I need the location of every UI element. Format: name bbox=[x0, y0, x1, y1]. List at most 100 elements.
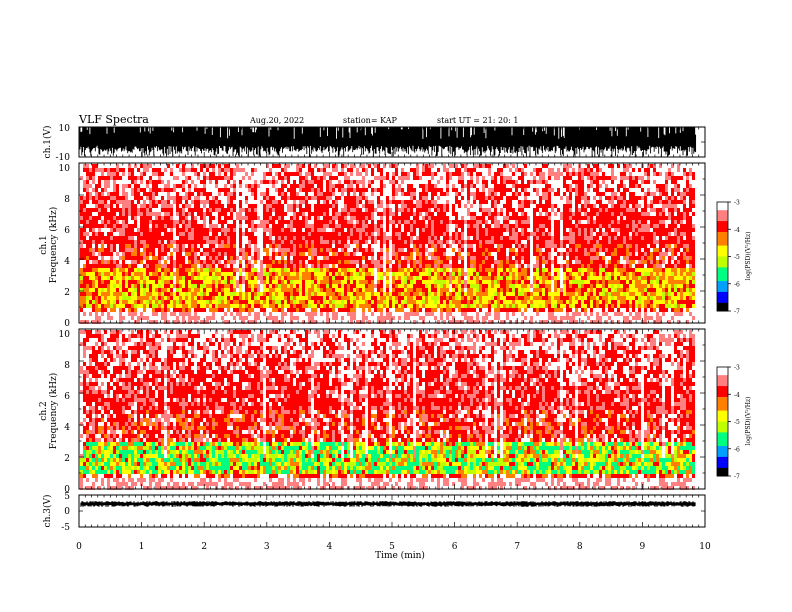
spectrogram-cell bbox=[227, 176, 230, 180]
spectrogram-cell bbox=[344, 240, 347, 244]
spectrogram-cell bbox=[401, 164, 404, 168]
spectrogram-cell bbox=[344, 204, 347, 208]
spectrogram-cell bbox=[377, 296, 380, 300]
spectrogram-cell bbox=[203, 196, 206, 200]
spectrogram-cell bbox=[284, 300, 287, 304]
spectrogram-cell bbox=[152, 280, 155, 284]
spectrogram-cell bbox=[350, 264, 353, 268]
spectrogram-cell bbox=[101, 232, 104, 236]
spectrogram-cell bbox=[98, 212, 101, 216]
spectrogram-cell bbox=[401, 232, 404, 236]
spectrogram-cell bbox=[389, 168, 392, 172]
spectrogram-cell bbox=[170, 192, 173, 196]
spectrogram-cell bbox=[422, 216, 425, 220]
spectrogram-cell bbox=[302, 168, 305, 172]
spectrogram-cell bbox=[146, 288, 149, 292]
spectrogram-cell bbox=[305, 184, 308, 188]
spectrogram-cell bbox=[266, 256, 269, 260]
spectrogram-cell bbox=[368, 228, 371, 232]
spectrogram-cell bbox=[230, 272, 233, 276]
spectrogram-cell bbox=[230, 268, 233, 272]
spectrogram-cell bbox=[137, 296, 140, 300]
spectrogram-cell bbox=[161, 184, 164, 188]
spectrogram-cell bbox=[326, 220, 329, 224]
spectrogram-cell bbox=[212, 180, 215, 184]
spectrogram-cell bbox=[230, 224, 233, 228]
spectrogram-cell bbox=[86, 320, 89, 324]
spectrogram-cell bbox=[104, 188, 107, 192]
spectrogram-cell bbox=[272, 272, 275, 276]
spectrogram-cell bbox=[392, 208, 395, 212]
spectrogram-cell bbox=[416, 268, 419, 272]
spectrogram-cell bbox=[149, 244, 152, 248]
spectrogram-cell bbox=[149, 164, 152, 168]
spectrogram-cell bbox=[101, 300, 104, 304]
spectrogram-cell bbox=[164, 232, 167, 236]
spectrogram-cell bbox=[413, 276, 416, 280]
spectrogram-cell bbox=[431, 288, 434, 292]
spectrogram-cell bbox=[89, 268, 92, 272]
spectrogram-cell bbox=[167, 184, 170, 188]
spectrogram-cell bbox=[86, 216, 89, 220]
spectrogram-cell bbox=[203, 180, 206, 184]
spectrogram-cell bbox=[194, 192, 197, 196]
spectrogram-cell bbox=[131, 288, 134, 292]
spectrogram-cell bbox=[344, 284, 347, 288]
spectrogram-cell bbox=[104, 224, 107, 228]
spectrogram-cell bbox=[83, 168, 86, 172]
spectrogram-cell bbox=[281, 212, 284, 216]
spectrogram-cell bbox=[194, 216, 197, 220]
spectrogram-cell bbox=[80, 208, 83, 212]
spectrogram-cell bbox=[278, 268, 281, 272]
spectrogram-cell bbox=[125, 240, 128, 244]
spectrogram-cell bbox=[119, 204, 122, 208]
spectrogram-cell bbox=[347, 200, 350, 204]
spectrogram-cell bbox=[347, 260, 350, 264]
spectrogram-cell bbox=[83, 228, 86, 232]
spectrogram-cell bbox=[209, 232, 212, 236]
spectrogram-cell bbox=[362, 192, 365, 196]
spectrogram-cell bbox=[224, 236, 227, 240]
spectrogram-cell bbox=[305, 208, 308, 212]
spectrogram-cell bbox=[428, 240, 431, 244]
spectrogram-cell bbox=[416, 236, 419, 240]
spectrogram-cell bbox=[275, 208, 278, 212]
spectrogram-cell bbox=[293, 192, 296, 196]
spectrogram-cell bbox=[215, 192, 218, 196]
spectrogram-cell bbox=[350, 244, 353, 248]
spectrogram-cell bbox=[152, 232, 155, 236]
spectrogram-cell bbox=[212, 220, 215, 224]
spectrogram-cell bbox=[137, 200, 140, 204]
spectrogram-cell bbox=[344, 164, 347, 168]
spectrogram-cell bbox=[272, 268, 275, 272]
spectrogram-cell bbox=[179, 180, 182, 184]
spectrogram-cell bbox=[374, 168, 377, 172]
spectrogram-cell bbox=[371, 296, 374, 300]
spectrogram-cell bbox=[158, 272, 161, 276]
spectrogram-cell bbox=[287, 236, 290, 240]
spectrogram-cell bbox=[173, 320, 176, 324]
spectrogram-cell bbox=[407, 208, 410, 212]
spectrogram-cell bbox=[302, 288, 305, 292]
spectrogram-cell bbox=[434, 244, 437, 248]
spectrogram-cell bbox=[296, 232, 299, 236]
spectrogram-cell bbox=[185, 168, 188, 172]
spectrogram-cell bbox=[365, 188, 368, 192]
spectrogram-cell bbox=[236, 232, 239, 236]
spectrogram-cell bbox=[173, 256, 176, 260]
spectrogram-cell bbox=[362, 320, 365, 324]
spectrogram-cell bbox=[167, 176, 170, 180]
spectrogram-cell bbox=[416, 180, 419, 184]
spectrogram-cell bbox=[338, 172, 341, 176]
spectrogram-cell bbox=[185, 304, 188, 308]
spectrogram-cell bbox=[140, 224, 143, 228]
spectrogram-cell bbox=[95, 184, 98, 188]
spectrogram-cell bbox=[116, 264, 119, 268]
spectrogram-cell bbox=[323, 216, 326, 220]
spectrogram-cell bbox=[422, 268, 425, 272]
spectrogram-cell bbox=[401, 228, 404, 232]
spectrogram-cell bbox=[215, 232, 218, 236]
spectrogram-cell bbox=[242, 292, 245, 296]
spectrogram-cell bbox=[128, 184, 131, 188]
spectrogram-cell bbox=[290, 212, 293, 216]
